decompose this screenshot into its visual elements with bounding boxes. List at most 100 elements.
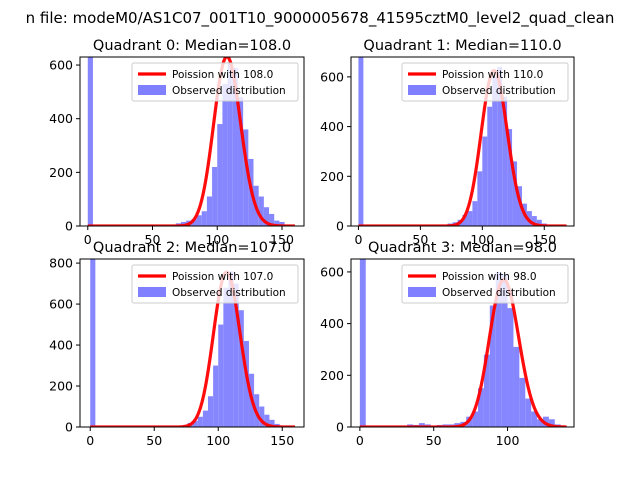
y-tick-label: 200 [49,379,73,394]
subplot-title: Quadrant 3: Median=98.0 [368,240,557,256]
x-tick-label: 0 [354,232,362,247]
legend-label: Observed distribution [172,287,286,299]
legend: Poission with 110.0 Observed distribution [401,62,569,102]
x-tick-label: 0 [86,433,94,448]
histogram-bar [228,271,234,427]
histogram-bar [191,219,197,226]
axes-frame [350,56,575,227]
histogram-bar [90,259,96,427]
histogram-bar [196,215,202,226]
subplot-0: 0 50 100 150 0 200 400 600 Quadrant 0: Median=10… [49,38,305,247]
axes-frame [79,56,305,227]
histogram-bar [507,308,514,427]
histogram-bar [263,207,270,226]
legend-box [131,264,299,304]
legend-label: Observed distribution [172,85,286,97]
histogram-bar [269,213,275,226]
histogram-bar [478,388,484,427]
y-tick-label: 600 [49,58,73,73]
plot-area [359,259,567,427]
histogram-bar [531,216,537,226]
histogram-bar [482,136,488,226]
histogram-bar [279,221,285,226]
histogram-bar [519,377,526,427]
histogram-bar [197,416,203,427]
panels: 0 50 100 150 0 200 400 600 Quadrant 0: Median=10… [49,38,575,448]
legend-box [401,62,569,102]
histogram-bar [206,196,213,226]
y-tick-label: 600 [320,69,344,84]
histogram-bar [217,124,223,226]
histogram-bar [536,219,542,226]
histogram-bar [212,166,218,226]
histogram-bar [513,346,520,427]
histogram-bar [477,171,483,226]
legend-label: Poission with 110.0 [442,69,543,81]
legend-patch-swatch [408,85,436,95]
x-tick-label: 150 [270,433,294,448]
x-tick-label: 150 [532,232,556,247]
histogram-bar [467,211,473,226]
y-tick-label: 200 [320,169,344,184]
histogram-bar [264,414,270,427]
histogram-bar [497,66,503,226]
y-tick-label: 0 [65,420,73,435]
poisson-curve [89,270,296,427]
histogram-bar [223,287,229,427]
legend: Poission with 108.0 Observed distribution [131,62,299,102]
histogram-bar [472,201,478,226]
histogram-bar [238,310,244,427]
legend-label: Poission with 107.0 [172,271,273,283]
legend-box [131,62,299,102]
histogram-bar [502,96,508,226]
histogram-bar [258,196,264,226]
poisson-curve [359,278,567,427]
y-tick-label: 400 [320,316,344,331]
histogram-bar [87,57,93,226]
histogram-bar [218,324,224,427]
histogram-bar [274,220,280,226]
y-tick-label: 200 [49,165,73,180]
histogram-bar [259,406,265,427]
subplot-1: 0 50 100 150 0 200 400 600 Quadrant 1: Median=11… [320,38,575,247]
legend-patch-swatch [408,287,436,297]
y-tick-label: 400 [49,338,73,353]
legend-label: Observed distribution [442,85,556,97]
histogram-bar [418,423,425,427]
y-tick-label: 600 [320,264,344,279]
x-tick-label: 150 [270,232,294,247]
histogram-bar [358,57,364,226]
y-tick-label: 0 [336,420,344,435]
x-tick-label: 50 [146,433,162,448]
legend-patch-swatch [138,85,166,95]
axes-frame [79,258,305,428]
plot-area [89,259,296,427]
histogram-bar [517,186,522,226]
poisson-curve [358,69,567,226]
histogram-bar [495,271,502,427]
y-tick-label: 400 [320,119,344,134]
histogram-bar [492,76,498,226]
histogram-bar [531,411,538,427]
x-tick-label: 100 [496,433,520,448]
x-tick-label: 100 [206,433,230,448]
histogram-bar [507,129,513,226]
histogram-bar [489,305,496,427]
x-tick-label: 100 [470,232,494,247]
histogram-bar [512,161,518,226]
legend: Poission with 98.0 Observed distribution [401,264,569,304]
histogram-bar [269,419,275,427]
axes-frame [350,258,575,428]
histogram-bar [237,97,244,226]
poisson-curve [87,57,296,226]
histogram-bar [208,396,214,427]
y-tick-label: 600 [49,297,73,312]
plot-area [358,57,567,226]
legend-box [401,264,569,304]
histogram-bar [192,420,198,427]
histogram-bar [227,62,233,226]
subplot-3: 0 50 100 0 200 400 600 Quadrant 3: Median=98.0 P… [320,240,575,448]
histogram-bar [472,411,479,427]
histogram-bar [213,365,219,427]
